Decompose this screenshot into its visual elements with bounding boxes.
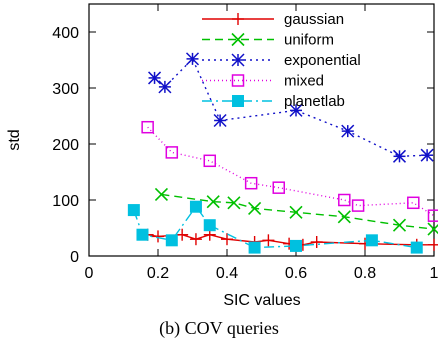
legend-entry-gaussian: gaussian [202,11,344,28]
legend-marker [232,13,244,25]
data-point-planetlab [203,219,216,232]
legend-marker [231,32,245,47]
legend-marker [232,95,244,107]
plot-frame [88,3,435,257]
series-mixed [141,120,438,222]
data-point-uniform [392,218,407,232]
data-point-uniform [248,201,262,215]
chart: std SIC values 0 0.2 0.4 0.6 0.8 1 0 100 200 300 4… [6,3,438,309]
series-gaussian [141,228,438,251]
x-tick-label: 0.8 [354,265,376,282]
series-line-uniform [161,193,435,230]
data-point-mixed [203,154,216,168]
data-point-exponential [213,113,227,128]
data-point-exponential [158,80,172,94]
data-point-gaussian [152,230,164,243]
data-point-exponential [341,124,355,138]
legend-marker [231,74,245,87]
y-tick-label: 400 [52,25,79,42]
series-exponential [148,52,434,163]
data-point-mixed [272,181,285,194]
y-tick-label: 200 [52,137,79,154]
series-line-mixed [147,126,435,217]
legend-entry-mixed: mixed [202,73,324,90]
data-point-mixed [351,199,365,212]
x-tick-label: 1 [430,265,438,282]
data-point-gaussian [189,233,202,246]
legend-entry-planetlab: planetlab [202,93,345,110]
series-planetlab [127,200,423,254]
y-tick-label: 300 [52,81,79,98]
legend-label: gaussian [284,11,344,28]
legend-label: exponential [284,52,361,69]
data-point-planetlab [127,204,140,217]
data-point-mixed [427,209,438,222]
data-point-exponential [392,149,407,163]
data-point-planetlab [136,228,149,241]
data-point-planetlab [248,241,261,254]
y-tick-label: 0 [70,249,79,266]
data-point-exponential [148,71,162,85]
data-point-planetlab [290,239,302,252]
data-point-mixed [165,146,179,159]
data-point-uniform [154,187,169,201]
series-line-exponential [154,57,428,158]
y-axis-label: std [6,129,23,150]
data-point-exponential [289,103,303,117]
data-point-mixed [407,196,420,210]
data-point-planetlab [365,234,378,247]
data-point-planetlab [165,234,178,247]
data-point-gaussian [310,236,323,248]
data-point-exponential [185,52,200,66]
legend: gaussian uniform exponential mixed planetlab [202,11,361,110]
x-tick-label: 0.2 [147,265,169,282]
legend-entry-exponential: exponential [202,52,361,69]
data-point-gaussian [262,234,275,247]
figure-caption: (b) COV queries [159,318,279,338]
data-point-gaussian [176,228,189,241]
data-point-mixed [141,120,154,134]
data-point-uniform [227,196,241,210]
legend-label: planetlab [284,93,345,110]
data-point-gaussian [428,238,438,251]
data-point-mixed [338,193,351,207]
x-tick-label: 0.6 [285,265,307,282]
legend-label: mixed [284,73,324,90]
legend-entry-uniform: uniform [202,32,334,49]
series-line-gaussian [147,233,434,246]
plot-area: 0 0.2 0.4 0.6 0.8 1 0 100 200 300 400 [52,3,438,282]
legend-marker [231,53,245,67]
data-point-exponential [420,148,434,162]
x-tick-label: 0 [85,265,94,282]
series-uniform [154,187,438,236]
legend-label: uniform [284,32,334,49]
data-point-uniform [337,210,351,224]
data-point-uniform [289,205,303,219]
data-point-planetlab [189,200,202,213]
data-point-planetlab [410,241,423,254]
x-axis-label: SIC values [223,292,300,309]
data-point-gaussian [221,233,233,246]
data-point-mixed [244,176,258,190]
x-tick-label: 0.4 [216,265,238,282]
y-tick-label: 100 [52,193,79,210]
data-point-uniform [206,195,220,209]
data-point-uniform [427,222,438,236]
